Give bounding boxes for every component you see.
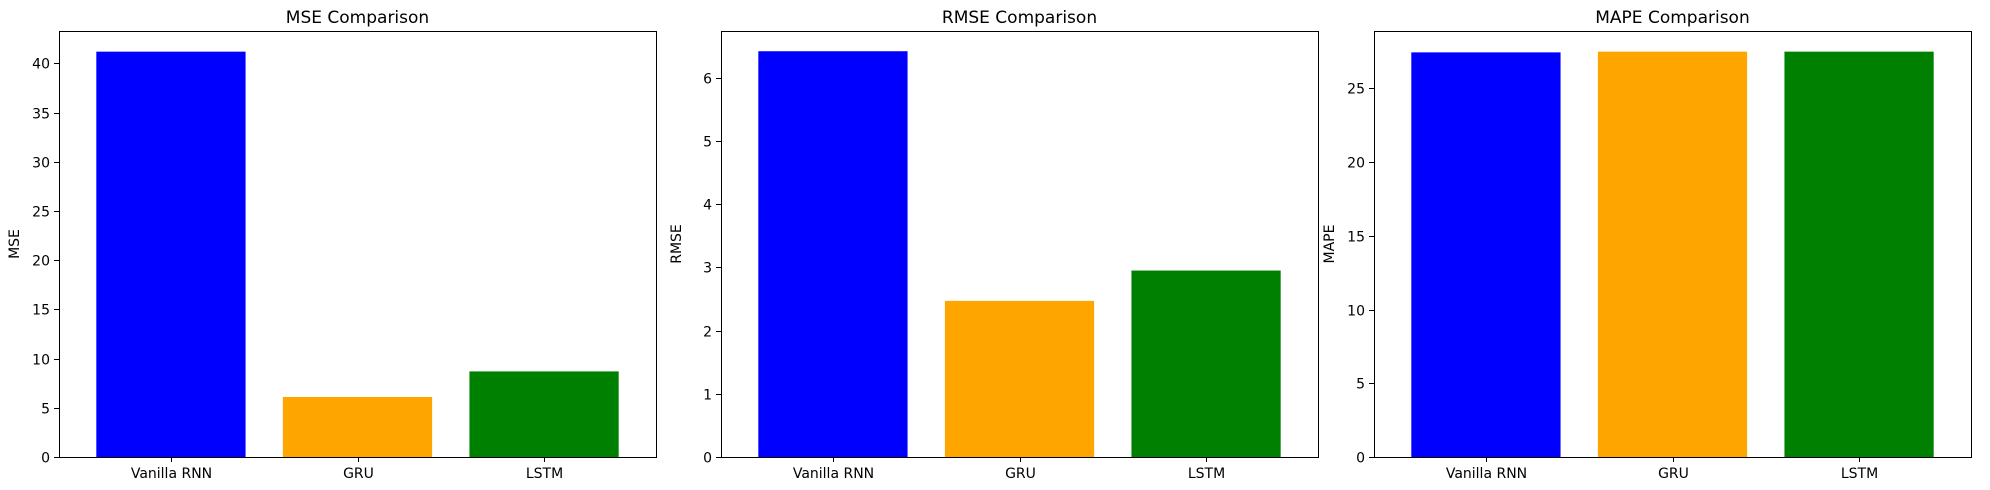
mape-y-ticks: 0 5 10 15 20 25 xyxy=(1347,82,1374,467)
rmse-x-ticks: Vanilla RNN GRU LSTM xyxy=(793,457,1225,482)
mape-x-ticks: Vanilla RNN GRU LSTM xyxy=(1446,457,1878,482)
rmse-y-tick-label: 1 xyxy=(703,388,712,404)
rmse-chart-title: RMSE Comparison xyxy=(942,8,1097,28)
mape-x-tick-label-gru: GRU xyxy=(1658,466,1689,482)
mape-y-tick-label: 10 xyxy=(1347,304,1365,320)
mse-plot-frame xyxy=(59,31,657,458)
rmse-y-tick-label: 0 xyxy=(703,451,712,467)
mape-x-tick-label-vanilla-rnn: Vanilla RNN xyxy=(1446,466,1527,482)
mse-chart-title: MSE Comparison xyxy=(286,8,429,28)
mape-y-tick-label: 0 xyxy=(1356,451,1365,467)
mse-bar-vanilla-rnn xyxy=(96,51,246,457)
rmse-bar-gru xyxy=(944,300,1095,457)
mse-chart-panel: MSE Comparison MSE 0 5 10 15 20 25 30 35 40 Vani… xyxy=(7,8,657,482)
rmse-x-tick-label-lstm: LSTM xyxy=(1188,466,1225,482)
mse-y-tick-label: 10 xyxy=(32,353,50,369)
mse-y-tick-label: 5 xyxy=(41,402,50,418)
rmse-chart-panel: RMSE Comparison RMSE 0 1 2 3 4 5 6 Vanilla RNN… xyxy=(669,8,1319,482)
mse-x-tick-label-lstm: LSTM xyxy=(526,466,563,482)
mape-chart-panel: MAPE Comparison MAPE 0 5 10 15 20 25 Vanilla … xyxy=(1322,8,1972,482)
rmse-bar-vanilla-rnn xyxy=(758,51,908,457)
mape-bar-gru xyxy=(1597,51,1748,457)
mse-x-tick-label-gru: GRU xyxy=(343,466,374,482)
mse-y-tick-label: 30 xyxy=(32,156,50,172)
mape-y-tick-label: 20 xyxy=(1347,156,1365,172)
rmse-y-tick-label: 2 xyxy=(703,325,712,341)
mse-y-tick-label: 20 xyxy=(32,254,50,270)
rmse-bars xyxy=(758,51,1281,457)
mape-x-tick-label-lstm: LSTM xyxy=(1841,466,1878,482)
mse-x-ticks: Vanilla RNN GRU LSTM xyxy=(131,457,563,482)
mse-bar-lstm xyxy=(469,371,619,457)
mape-plot-frame xyxy=(1374,31,1972,458)
mape-chart-title: MAPE Comparison xyxy=(1595,8,1749,28)
rmse-y-axis-label: RMSE xyxy=(669,224,685,264)
mape-y-tick-label: 5 xyxy=(1356,377,1365,393)
rmse-plot-frame xyxy=(721,31,1319,458)
mse-y-tick-label: 35 xyxy=(32,107,50,123)
mse-y-tick-label: 25 xyxy=(32,205,50,221)
mape-y-tick-label: 15 xyxy=(1347,230,1365,246)
mse-bar-gru xyxy=(282,396,433,457)
rmse-y-tick-label: 6 xyxy=(703,72,712,88)
mse-y-axis-label: MSE xyxy=(7,229,23,259)
rmse-y-tick-label: 4 xyxy=(703,198,712,214)
mape-y-tick-label: 25 xyxy=(1347,82,1365,98)
mape-bar-vanilla-rnn xyxy=(1411,52,1561,457)
mape-bars xyxy=(1411,51,1934,457)
mape-y-axis-label: MAPE xyxy=(1322,225,1338,264)
rmse-x-tick-label-gru: GRU xyxy=(1005,466,1036,482)
mse-bars xyxy=(96,51,619,457)
mape-bar-lstm xyxy=(1784,51,1934,457)
rmse-x-tick-label-vanilla-rnn: Vanilla RNN xyxy=(793,466,874,482)
rmse-y-tick-label: 5 xyxy=(703,135,712,151)
rmse-y-tick-label: 3 xyxy=(703,261,712,277)
mse-y-tick-label: 40 xyxy=(32,57,50,73)
mse-y-tick-label: 0 xyxy=(41,451,50,467)
mse-y-tick-label: 15 xyxy=(32,303,50,319)
rmse-bar-lstm xyxy=(1131,270,1281,457)
rmse-y-ticks: 0 1 2 3 4 5 6 xyxy=(703,72,721,467)
mse-x-tick-label-vanilla-rnn: Vanilla RNN xyxy=(131,466,212,482)
mse-y-ticks: 0 5 10 15 20 25 30 35 40 xyxy=(32,57,59,467)
